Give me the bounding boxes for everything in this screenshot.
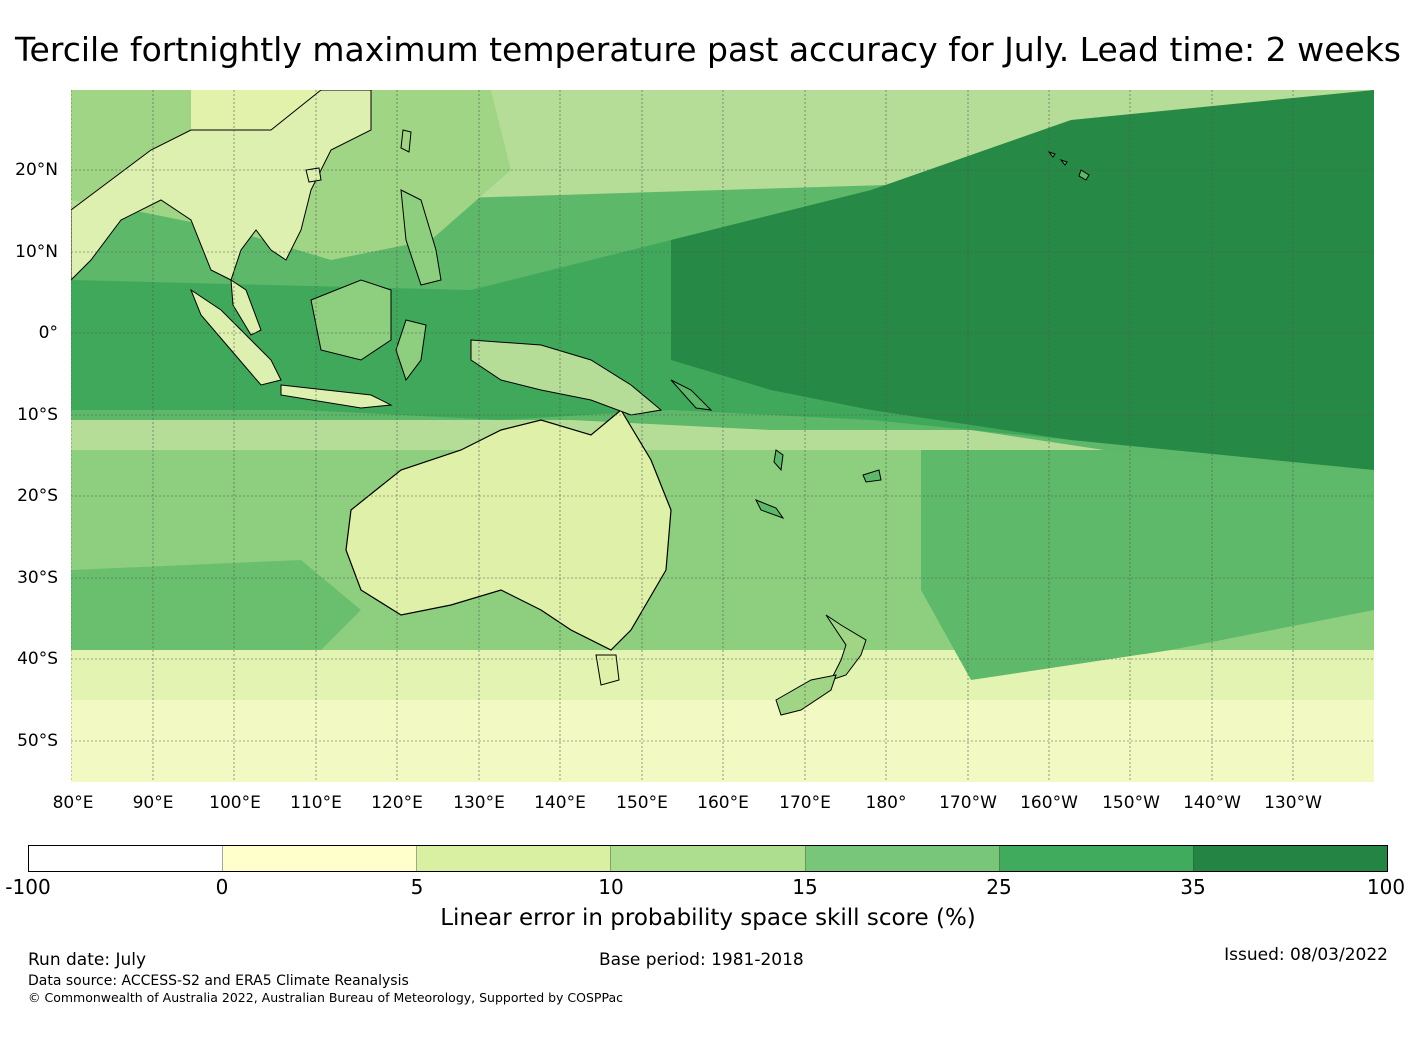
- solomon-islands: [670, 379, 713, 411]
- colorbar-segment-10-15: [611, 846, 806, 871]
- new-zealand-south: [775, 674, 837, 716]
- hawaii: [1078, 169, 1090, 181]
- sulawesi: [395, 319, 427, 382]
- lon-label-180: 180°: [865, 793, 907, 813]
- data-source: Data source: ACCESS-S2 and ERA5 Climate …: [28, 973, 409, 989]
- colorbar-tick: 5: [410, 875, 424, 899]
- australia-landmass: [345, 409, 672, 651]
- lat-label-30s: 30°S: [17, 568, 58, 588]
- colorbar: [28, 845, 1388, 872]
- lon-label-100e: 100°E: [209, 793, 261, 813]
- colorbar-tick: 25: [986, 875, 1012, 899]
- lat-label-50s: 50°S: [17, 731, 58, 751]
- map-canvas: [71, 90, 1374, 782]
- lon-label-130e: 130°E: [453, 793, 505, 813]
- south-pacific-medium: [921, 450, 1374, 680]
- issued-date: Issued: 08/03/2022: [1224, 945, 1388, 965]
- southern-band-light: [71, 700, 1374, 782]
- lon-label-170e: 170°E: [779, 793, 831, 813]
- colorbar-tick: 10: [598, 875, 624, 899]
- lat-label-20n: 20°N: [15, 160, 58, 180]
- lat-label-40s: 40°S: [17, 649, 58, 669]
- lon-label-80e: 80°E: [52, 793, 94, 813]
- lon-label-140w: 140°W: [1183, 793, 1241, 813]
- borneo: [310, 279, 392, 361]
- colorbar-tick: 100: [1366, 875, 1406, 899]
- colorbar-tick: -100: [5, 875, 51, 899]
- asia-mainland: [71, 90, 372, 281]
- tasmania: [595, 654, 620, 686]
- map-title: Tercile fortnightly maximum temperature …: [15, 30, 1401, 69]
- colorbar-segment-15-25: [805, 846, 1000, 871]
- skill-score-map: [71, 90, 1374, 782]
- lat-label-10s: 10°S: [17, 405, 58, 425]
- hawaii-islet-2: [1059, 158, 1068, 166]
- lon-label-130w: 130°W: [1264, 793, 1322, 813]
- colorbar-tick: 0: [215, 875, 229, 899]
- colorbar-segment-5-10: [417, 846, 612, 871]
- copyright: © Commonwealth of Australia 2022, Austra…: [28, 990, 623, 1005]
- sumatra: [189, 288, 282, 386]
- run-date: Run date: July: [28, 950, 147, 970]
- colorbar-title: Linear error in probability space skill …: [440, 905, 976, 931]
- graticule: [71, 90, 1374, 782]
- taiwan: [400, 129, 412, 153]
- pacific-dark-band: [671, 90, 1374, 470]
- new-caledonia: [754, 499, 785, 520]
- hawaii-islet-1: [1047, 150, 1056, 158]
- lon-label-150e: 150°E: [616, 793, 668, 813]
- fiji: [862, 469, 882, 483]
- lon-label-170w: 170°W: [939, 793, 997, 813]
- base-period: Base period: 1981-2018: [599, 950, 804, 970]
- colorbar-tick: 15: [792, 875, 818, 899]
- malay-peninsula: [230, 279, 262, 336]
- indian-ocean-medium: [71, 560, 361, 650]
- lat-label-0: 0°: [38, 323, 58, 343]
- new-zealand-north: [825, 614, 867, 681]
- hainan: [305, 167, 322, 183]
- lon-label-110e: 110°E: [290, 793, 342, 813]
- colorbar-tick: 35: [1180, 875, 1206, 899]
- colorbar-segment-25-35: [999, 846, 1194, 871]
- lon-label-90e: 90°E: [132, 793, 174, 813]
- colorbar-segment-0-5: [223, 846, 418, 871]
- lon-label-140e: 140°E: [534, 793, 586, 813]
- java: [280, 384, 393, 409]
- lon-label-160e: 160°E: [697, 793, 749, 813]
- vanuatu: [773, 449, 784, 472]
- lat-label-20s: 20°S: [17, 486, 58, 506]
- lon-label-120e: 120°E: [371, 793, 423, 813]
- lon-label-160w: 160°W: [1020, 793, 1078, 813]
- lat-label-10n: 10°N: [15, 242, 58, 262]
- philippines: [400, 189, 442, 286]
- colorbar-segment-35-100: [1193, 846, 1387, 871]
- lon-label-150w: 150°W: [1102, 793, 1160, 813]
- colorbar-segment-neg100-0: [29, 846, 224, 871]
